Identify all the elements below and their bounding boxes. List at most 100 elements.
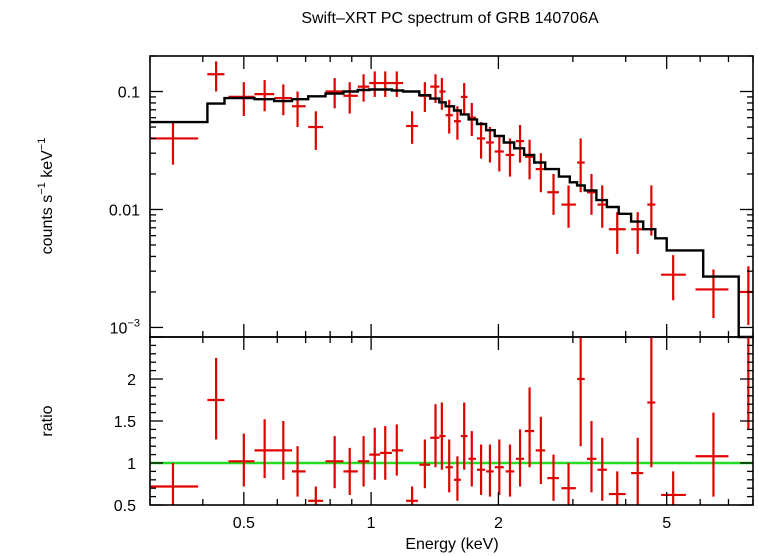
ratio-plot-frame bbox=[149, 336, 754, 506]
spectrum-point-34 bbox=[631, 212, 644, 254]
spectrum-point-26 bbox=[524, 139, 535, 180]
ratio-point-20 bbox=[468, 431, 476, 487]
spectrum-point-5 bbox=[291, 91, 306, 128]
ratio-point-23 bbox=[494, 439, 504, 495]
spectrum-model-step-line bbox=[150, 88, 753, 339]
ratio-point-7 bbox=[325, 436, 344, 489]
x-tick-labels: 0.5 1 2 5 bbox=[233, 515, 672, 532]
spectrum-point-6 bbox=[308, 111, 324, 150]
spectrum-point-31 bbox=[587, 173, 597, 215]
ratio-point-30 bbox=[577, 337, 585, 447]
spectrum-point-11 bbox=[380, 71, 392, 97]
spectrum-point-18 bbox=[453, 106, 461, 140]
spectrum-point-32 bbox=[597, 185, 607, 228]
ratio-point-29 bbox=[561, 463, 576, 505]
spectrum-axis-ticks bbox=[149, 55, 754, 337]
ratio-point-18 bbox=[453, 456, 461, 501]
spectrum-point-4 bbox=[274, 84, 292, 116]
spectrum-point-9 bbox=[357, 74, 370, 102]
ratio-point-13 bbox=[406, 486, 418, 505]
spectrum-y-tick-label-2: 10−3 bbox=[110, 317, 140, 337]
spectrum-y-axis-label: counts s−1 keV−1 bbox=[36, 138, 56, 255]
spectrum-point-16 bbox=[439, 78, 446, 110]
ratio-point-28 bbox=[547, 454, 559, 501]
x-tick-label-3: 5 bbox=[662, 515, 671, 532]
ratio-y-tick-label-3: 2 bbox=[127, 372, 136, 389]
ratio-point-11 bbox=[380, 426, 392, 480]
ratio-point-15 bbox=[430, 404, 440, 468]
ratio-point-3 bbox=[254, 419, 275, 479]
spectrum-point-27 bbox=[535, 153, 546, 193]
ratio-point-12 bbox=[391, 424, 404, 476]
ratio-point-22 bbox=[486, 444, 494, 497]
spectrum-point-30 bbox=[577, 138, 585, 193]
spectrum-y-tick-base-2: 10 bbox=[110, 320, 128, 337]
x-axis-label: Energy (keV) bbox=[405, 536, 498, 553]
ratio-point-9 bbox=[357, 436, 370, 487]
spectrum-point-23 bbox=[494, 135, 504, 172]
spectrum-y-tick-exp-2: −3 bbox=[127, 317, 140, 329]
ratio-point-10 bbox=[369, 427, 381, 480]
spectrum-point-36 bbox=[661, 255, 686, 301]
spectrum-point-21 bbox=[477, 122, 486, 159]
ratio-point-0 bbox=[150, 463, 199, 505]
spectrum-data-series bbox=[150, 61, 753, 325]
spectrum-point-13 bbox=[406, 111, 418, 144]
ratio-point-25 bbox=[515, 429, 525, 487]
spectrum-point-24 bbox=[505, 138, 515, 177]
ratio-point-36 bbox=[661, 471, 686, 505]
ratio-point-4 bbox=[274, 421, 292, 480]
spectrum-point-1 bbox=[207, 61, 225, 92]
spectrum-point-10 bbox=[369, 71, 381, 97]
spectrum-point-25 bbox=[515, 125, 525, 163]
ratio-point-6 bbox=[308, 486, 324, 505]
ratio-panel: 0.5 1 1.5 2 ratio bbox=[39, 336, 754, 515]
ratio-point-14 bbox=[419, 439, 431, 489]
ratio-y-tick-label-2: 1.5 bbox=[114, 414, 136, 431]
ratio-point-24 bbox=[505, 444, 515, 497]
ratio-point-35 bbox=[647, 337, 656, 468]
ylabel-part-1: counts s bbox=[39, 195, 56, 255]
spectrum-point-8 bbox=[343, 82, 358, 114]
ratio-y-axis-label: ratio bbox=[39, 405, 56, 436]
ratio-point-27 bbox=[535, 416, 546, 484]
ylabel-exp-1: −1 bbox=[36, 182, 48, 195]
ratio-axis-ticks bbox=[149, 336, 754, 506]
ratio-point-34 bbox=[631, 437, 644, 505]
ratio-point-31 bbox=[587, 421, 597, 493]
spectrum-point-29 bbox=[561, 185, 576, 228]
spectrum-point-28 bbox=[547, 173, 559, 215]
ratio-point-17 bbox=[445, 439, 453, 493]
x-tick-label-1: 1 bbox=[367, 515, 376, 532]
ratio-point-33 bbox=[608, 471, 626, 505]
ratio-point-16 bbox=[439, 402, 446, 470]
spectrum-point-35 bbox=[647, 185, 656, 236]
ratio-y-tick-label-0: 0.5 bbox=[114, 498, 136, 515]
spectrum-y-tick-label-1: 0.01 bbox=[109, 202, 140, 219]
x-tick-label-2: 2 bbox=[494, 515, 503, 532]
ratio-y-tick-labels: 0.5 1 1.5 2 bbox=[114, 372, 136, 515]
x-tick-label-0: 0.5 bbox=[233, 515, 255, 532]
ratio-point-21 bbox=[477, 444, 486, 495]
ratio-point-37 bbox=[695, 412, 729, 497]
ratio-point-8 bbox=[343, 447, 358, 495]
ratio-y-tick-label-1: 1 bbox=[127, 456, 136, 473]
ratio-point-2 bbox=[228, 433, 255, 487]
spectrum-point-22 bbox=[486, 127, 494, 163]
ratio-point-1 bbox=[207, 358, 225, 440]
spectrum-y-tick-labels: 0.1 0.01 10−3 bbox=[109, 85, 140, 338]
ratio-point-26 bbox=[524, 387, 535, 468]
ratio-point-19 bbox=[460, 402, 468, 470]
spectrum-point-14 bbox=[419, 82, 431, 113]
ylabel-exp-2: −1 bbox=[36, 138, 48, 151]
spectrum-point-12 bbox=[391, 71, 404, 97]
ratio-point-32 bbox=[597, 437, 607, 501]
ylabel-part-2: keV bbox=[39, 150, 56, 182]
spectrum-point-3 bbox=[254, 80, 275, 112]
chart-title: Swift–XRT PC spectrum of GRB 140706A bbox=[301, 10, 599, 27]
spectrum-point-38 bbox=[738, 266, 753, 325]
spectrum-y-tick-label-0: 0.1 bbox=[118, 85, 140, 102]
spectrum-point-0 bbox=[150, 122, 199, 165]
